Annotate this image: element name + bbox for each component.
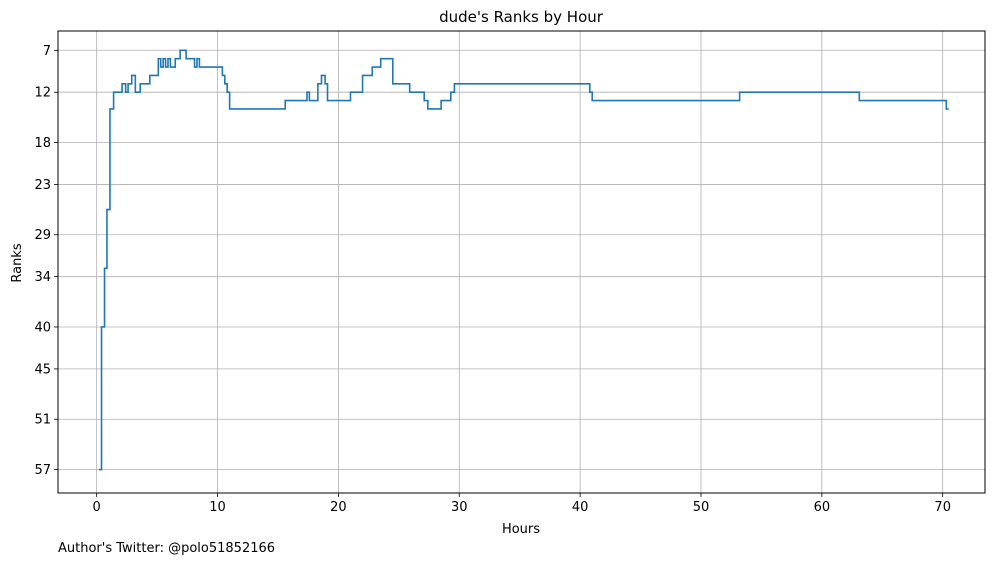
y-tick-label: 29: [34, 228, 51, 243]
y-tick-label: 18: [34, 136, 51, 151]
y-tick-label: 23: [34, 178, 51, 193]
y-axis-label: Ranks: [10, 243, 25, 282]
author-credit: Author's Twitter: @polo51852166: [58, 541, 275, 556]
y-tick-label: 40: [34, 320, 51, 335]
chart-title: dude's Ranks by Hour: [439, 8, 604, 26]
y-tick-label: 34: [34, 270, 51, 285]
axis-ticks: 0 10 20 30 40 50 60 70 7 12 18 23 29 34 40 45 51 57: [34, 44, 951, 515]
x-tick-label: 20: [330, 500, 347, 515]
rank-series-line: [99, 49, 949, 471]
x-tick-label: 10: [209, 500, 226, 515]
y-tick-label: 12: [34, 86, 51, 101]
y-tick-label: 7: [43, 44, 51, 59]
x-axis-label: Hours: [502, 522, 540, 537]
x-tick-label: 70: [934, 500, 951, 515]
x-tick-label: 50: [693, 500, 710, 515]
x-tick-label: 30: [451, 500, 468, 515]
plot-frame: [57, 30, 986, 494]
x-tick-label: 60: [814, 500, 831, 515]
x-tick-label: 40: [572, 500, 589, 515]
y-tick-label: 57: [34, 463, 51, 478]
y-tick-label: 45: [34, 362, 51, 377]
series-layer: [99, 49, 949, 471]
y-tick-label: 51: [34, 413, 51, 428]
x-tick-label: 0: [93, 500, 101, 515]
